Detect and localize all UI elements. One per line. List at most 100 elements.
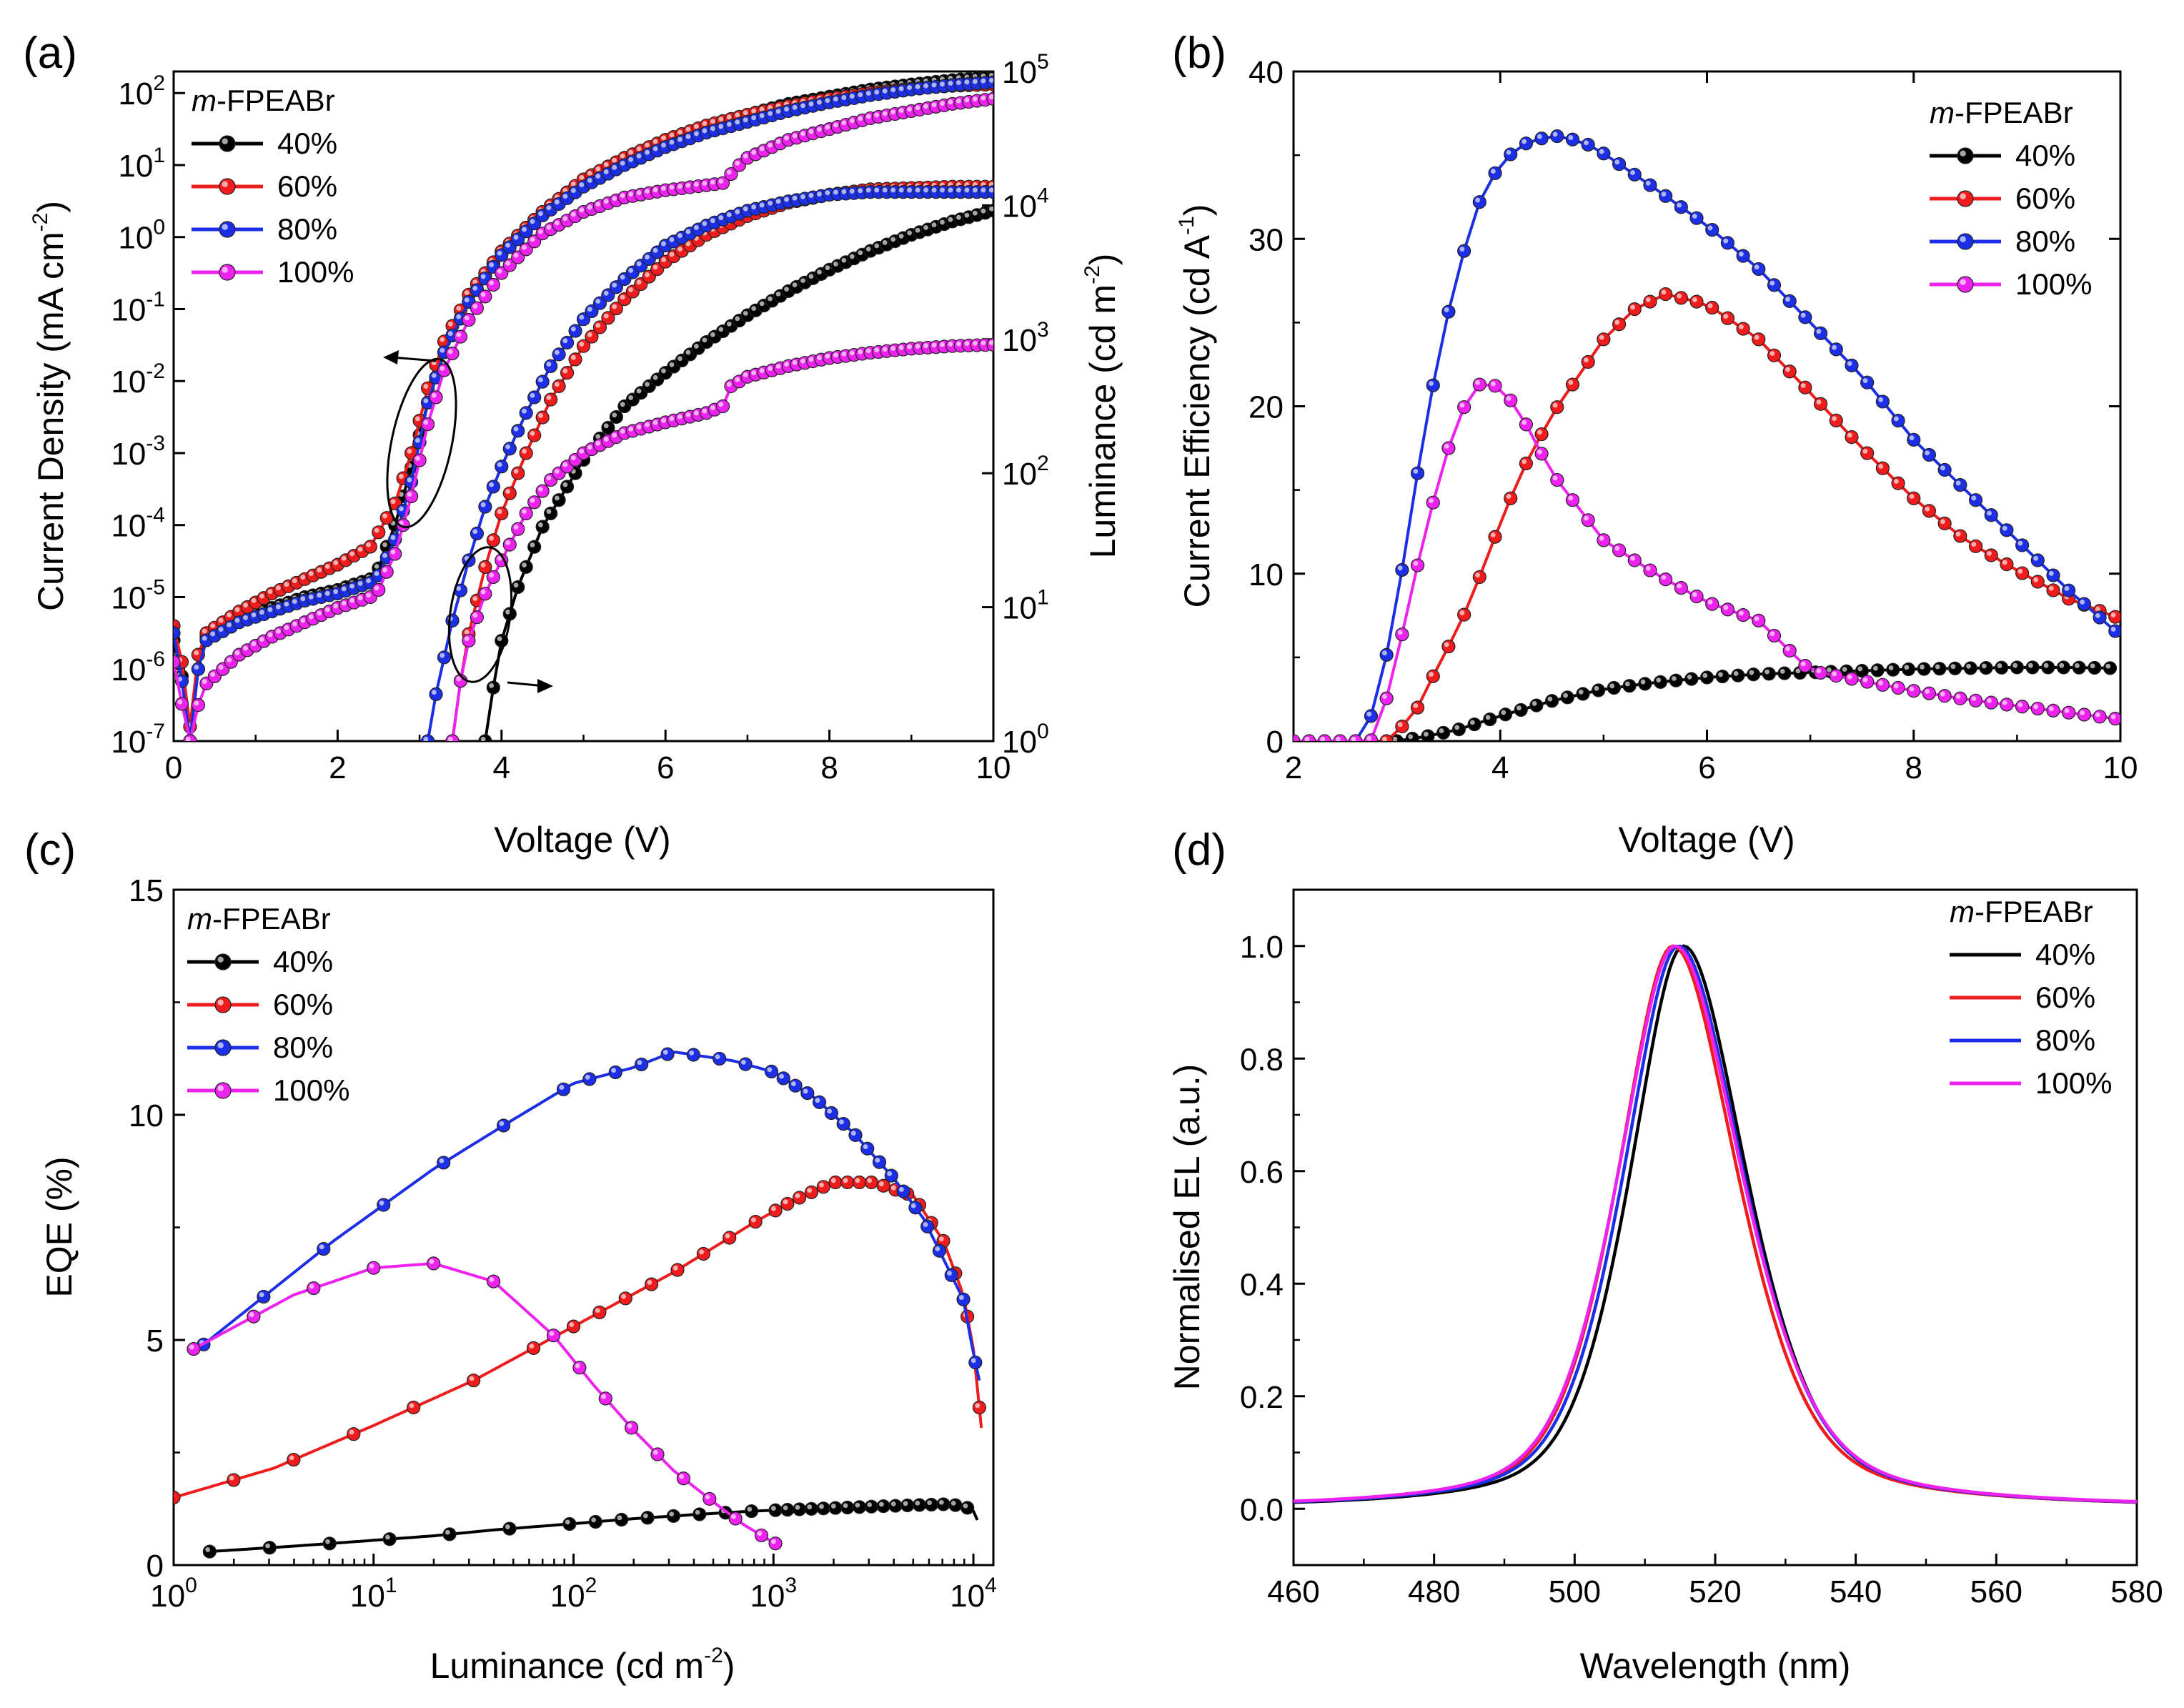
- a-cd-series-3-marker-highlight: [415, 455, 420, 461]
- a-lum-series-0-marker-highlight: [505, 609, 510, 615]
- c-series-1-marker-highlight: [725, 1233, 730, 1238]
- b-series-2-marker: [1395, 562, 1409, 577]
- a-lum-series-3-marker-highlight: [735, 377, 740, 382]
- b-series-2-marker-highlight: [1568, 135, 1574, 140]
- c-series-2-marker: [824, 1106, 838, 1121]
- c-series-1-marker-highlight: [289, 1455, 294, 1461]
- c-series-0-marker: [562, 1516, 577, 1531]
- a-lum-series-0-marker-highlight: [915, 227, 920, 233]
- b-series-0-marker: [1762, 667, 1776, 681]
- b-series-0-marker: [1498, 707, 1513, 722]
- c-series-2-marker-highlight: [715, 1054, 720, 1060]
- b-series-1-marker-highlight: [1785, 367, 1790, 372]
- a-lum-series-0-marker-highlight: [825, 265, 830, 271]
- a-lum-series-1-marker-highlight: [677, 246, 682, 252]
- a-lum-series-1-marker: [486, 533, 500, 547]
- a-cd-series-3-marker-highlight: [202, 679, 207, 685]
- d-frame: [1292, 888, 2138, 1567]
- a-cd-series-0-marker-highlight: [399, 492, 404, 497]
- a-cd-series-3-marker-highlight: [652, 187, 658, 192]
- a-y2tick-label: 100: [1002, 720, 1049, 760]
- c-series-2-marker: [836, 1116, 850, 1131]
- b-series-1-marker: [1907, 491, 1921, 505]
- b-series-3-marker: [1302, 734, 1316, 741]
- b-series-0-marker-highlight: [2090, 663, 2095, 669]
- a-cd-series-3-marker-highlight: [898, 108, 904, 114]
- a-lum-series-2-marker-highlight: [882, 187, 888, 193]
- a-lum-series-2-marker-highlight: [538, 377, 543, 382]
- a-cd-series-3-marker-highlight: [931, 102, 937, 108]
- a-cd-series-3-marker-highlight: [940, 101, 945, 106]
- b-series-3-marker-highlight: [1847, 674, 1852, 680]
- a-lum-series-3-marker: [511, 522, 525, 536]
- a-cd-series-2-marker-highlight: [169, 629, 174, 634]
- c-series-2-marker-highlight: [850, 1131, 856, 1136]
- c-series-2-marker-highlight: [790, 1081, 796, 1086]
- c-series-0-marker-highlight: [385, 1534, 390, 1540]
- a-cd-series-3-marker-highlight: [194, 700, 199, 706]
- d-xtick-label: 580: [2110, 1574, 2163, 1609]
- a-cd-series-3-marker-highlight: [685, 182, 691, 188]
- c-series-3-marker: [754, 1528, 769, 1543]
- b-series-1-marker-highlight: [1723, 314, 1729, 319]
- c-series-2-marker: [920, 1219, 935, 1233]
- a-cd-series-3-marker-highlight: [817, 126, 822, 132]
- a-lum-series-0-marker-highlight: [940, 219, 945, 225]
- a-cd-series-1-marker-highlight: [251, 597, 257, 603]
- a-lum-series-2-marker-highlight: [702, 221, 708, 227]
- a-lum-series-1-marker-highlight: [636, 279, 642, 285]
- a-ellipse-current: [386, 357, 457, 529]
- a-lum-series-2-marker-highlight: [808, 193, 814, 198]
- b-series-3-marker: [1349, 734, 1363, 741]
- b-series-3-marker-highlight: [1925, 689, 1930, 694]
- a-cd-series-3-marker-highlight: [407, 492, 412, 497]
- b-series-0-marker: [1560, 690, 1574, 705]
- b-series-1-marker-highlight: [1893, 479, 1899, 484]
- a-lum-series-2-marker: [486, 480, 500, 494]
- b-series-2-marker-highlight: [2002, 525, 2007, 531]
- b-series-3-marker-highlight: [1800, 661, 1806, 667]
- b-series-3-marker: [2000, 697, 2014, 712]
- b-series-2-marker: [1627, 167, 1642, 182]
- b-series-2-marker: [2062, 583, 2076, 597]
- c-series-1-marker-highlight: [349, 1429, 354, 1435]
- c-series-3-marker: [307, 1281, 321, 1296]
- a-lum-series-0-marker-highlight: [858, 250, 863, 256]
- a-cd-series-2-marker-highlight: [702, 128, 708, 134]
- c-series-3-marker-highlight: [575, 1363, 580, 1369]
- a-lum-series-2-marker-highlight: [792, 195, 798, 201]
- a-lum-series-3-marker-highlight: [792, 359, 798, 365]
- b-series-0-marker: [1576, 687, 1590, 701]
- a-lum-series-1-marker-highlight: [513, 469, 519, 474]
- a-lum-series-2-marker-highlight: [940, 187, 945, 193]
- a-lum-series-2-marker-highlight: [784, 197, 789, 202]
- a-cd-series-1-marker-highlight: [587, 170, 592, 176]
- a-cd-series-2-marker-highlight: [693, 131, 699, 136]
- b-series-3-marker: [1953, 691, 1967, 705]
- a-cd-series-3-marker: [453, 329, 468, 344]
- c-series-3-marker-highlight: [770, 1539, 776, 1544]
- a-lum-series-0-marker-highlight: [898, 234, 904, 239]
- c-series-2-marker: [968, 1355, 983, 1370]
- a-lum-series-2-marker-highlight: [579, 314, 585, 320]
- b-series-2-marker: [2000, 523, 2014, 537]
- b-series-3-marker: [1984, 695, 1998, 710]
- a-lum-series-3-marker-highlight: [931, 342, 937, 348]
- a-lum-series-3-marker: [470, 610, 484, 625]
- c-series-1-marker-highlight: [169, 1493, 174, 1498]
- b-series-1-marker: [1720, 311, 1735, 325]
- a-cd-series-3-marker-highlight: [538, 229, 543, 234]
- b-series-3-marker: [2046, 703, 2060, 718]
- c-legend-swatch-marker-3-highlight: [217, 1085, 224, 1091]
- a-lum-series-3-marker-highlight: [981, 340, 986, 346]
- b-series-3-marker-highlight: [2017, 702, 2023, 707]
- c-series-3-marker-highlight: [189, 1344, 194, 1350]
- a-cd-series-3-marker-highlight: [595, 202, 601, 207]
- a-lum-series-1-marker: [527, 428, 542, 442]
- a-lum-series-0-marker-highlight: [800, 278, 805, 284]
- c-series-2-marker-highlight: [839, 1119, 844, 1125]
- c-series-0-marker: [804, 1501, 819, 1516]
- a-cd-series-2-marker: [191, 662, 206, 676]
- a-cd-series-3-marker-highlight: [677, 184, 682, 189]
- d-xtick-label: 480: [1408, 1574, 1460, 1609]
